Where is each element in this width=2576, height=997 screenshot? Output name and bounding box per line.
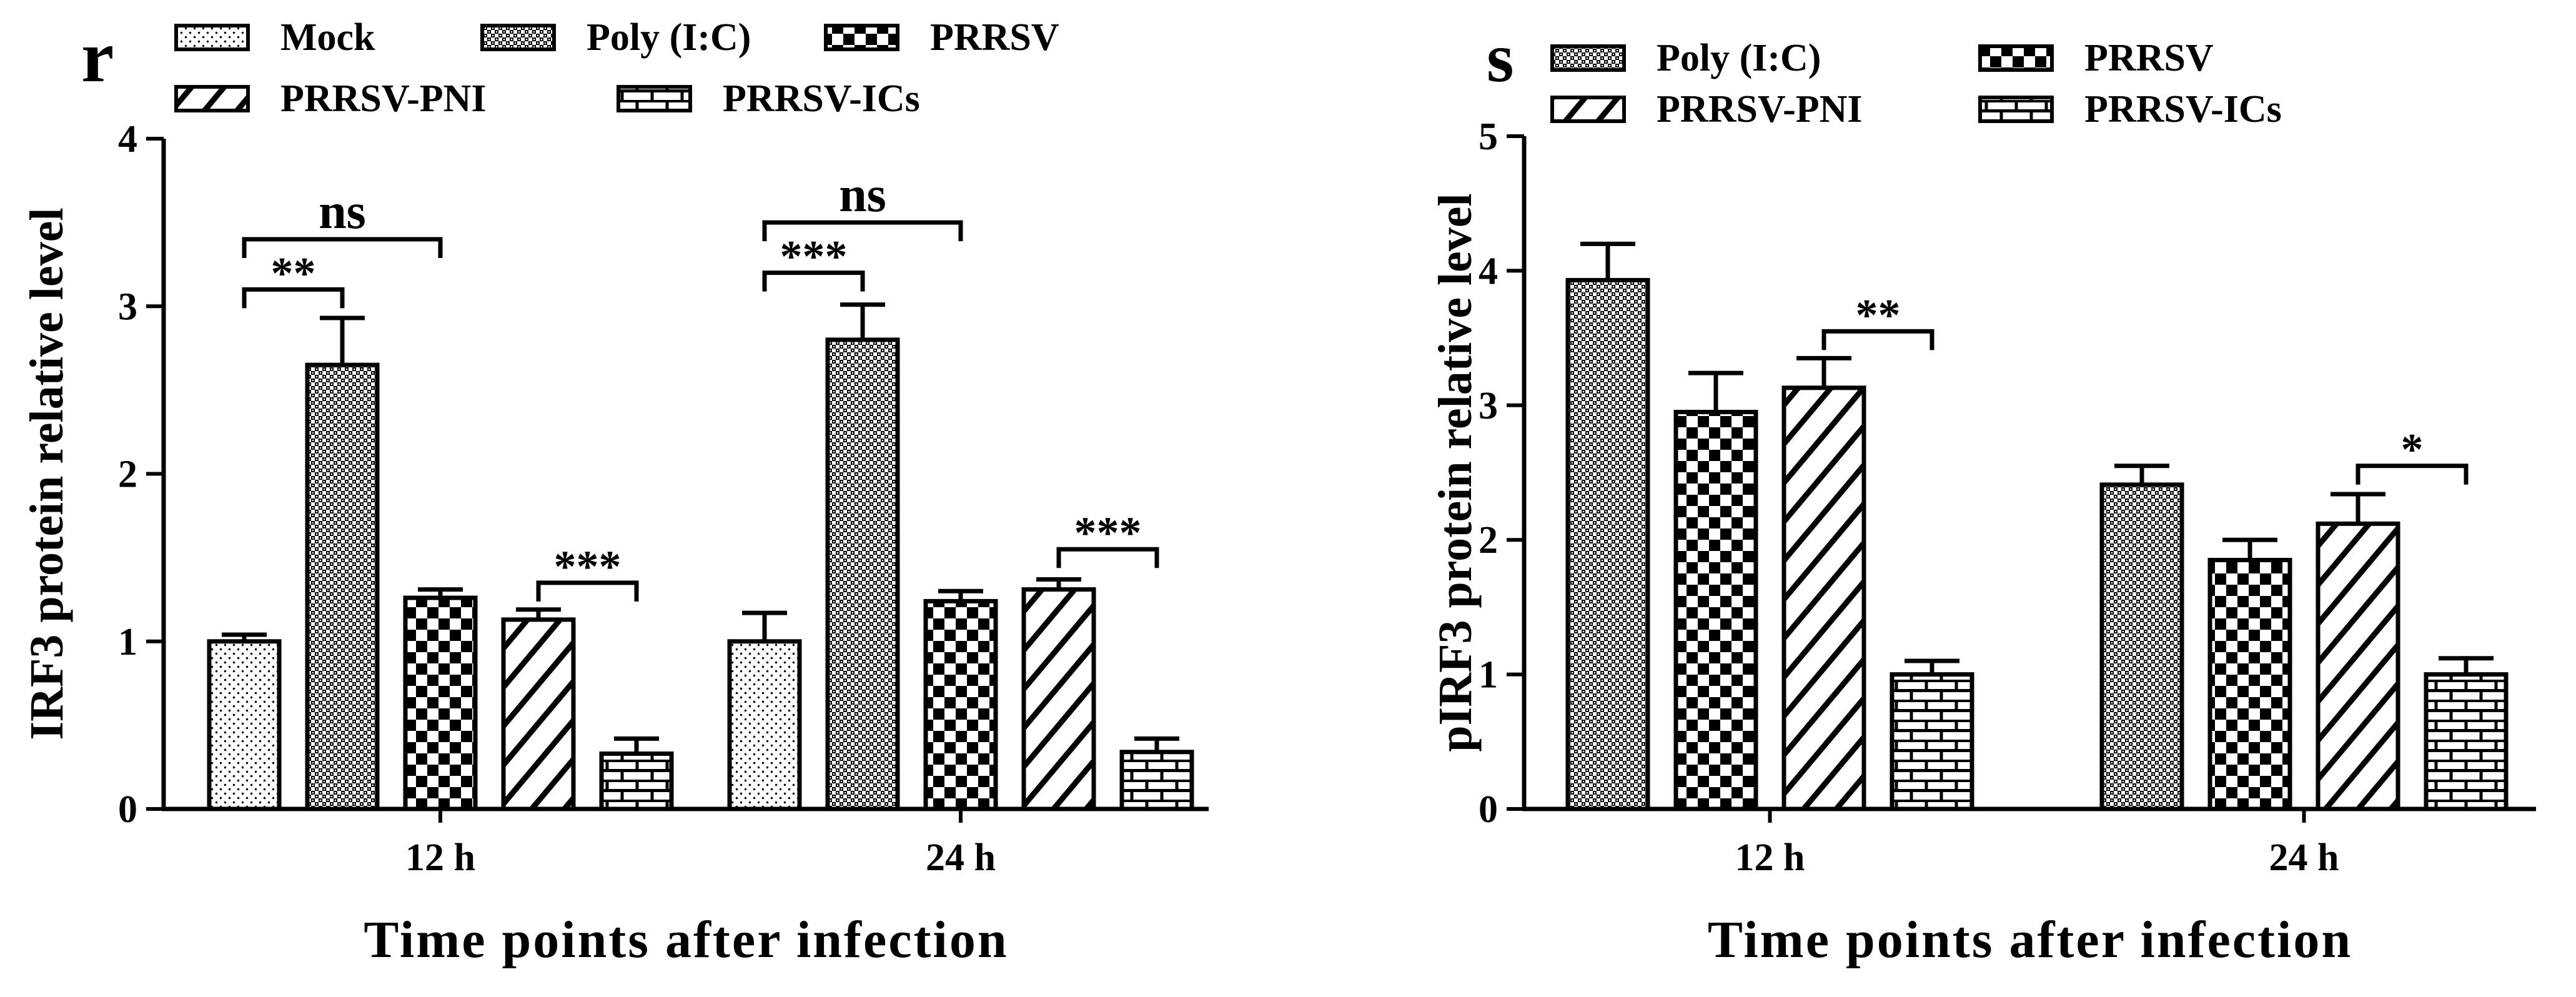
- bracket-line: [1821, 329, 1934, 350]
- significance-bracket: **: [242, 248, 345, 309]
- x-tick-label: 12 h: [1735, 836, 1805, 879]
- bar: [1890, 672, 1974, 811]
- legend-label: PRRSV-ICs: [723, 77, 920, 120]
- y-tick-label: 3: [1479, 385, 1498, 427]
- significance-bracket: ***: [1056, 508, 1159, 568]
- y-tick-label: 5: [1479, 116, 1498, 158]
- x-tick-label: 12 h: [405, 836, 475, 879]
- bar: [1565, 277, 1650, 811]
- y-tick-label: 1: [1479, 654, 1498, 697]
- bar: [2207, 558, 2292, 811]
- legend-item: PRRSV: [1978, 37, 2214, 79]
- legend-label: PRRSV-PNI: [280, 77, 487, 120]
- legend-swatch: [1978, 44, 2054, 72]
- legend-item: PRRSV-PNI: [1550, 88, 1863, 131]
- bracket-line: [536, 580, 639, 602]
- y-axis-label: IRF3 protein relative level: [21, 208, 73, 740]
- legend-swatch: [480, 24, 556, 51]
- legend-swatch: [1550, 44, 1626, 72]
- x-tick-label: 24 h: [926, 836, 996, 879]
- x-tick-label: 24 h: [2269, 836, 2339, 879]
- significance-label: **: [271, 248, 316, 298]
- bar: [2424, 672, 2509, 811]
- panel-label: r: [81, 16, 114, 97]
- legend-item: Mock: [174, 16, 375, 59]
- y-tick-label: 2: [118, 454, 137, 496]
- bar: [207, 639, 282, 811]
- bracket-line: [242, 237, 443, 258]
- y-tick-label: 0: [118, 788, 137, 831]
- legend-swatch: [824, 24, 899, 51]
- x-axis-label: Time points after infection: [364, 911, 1008, 969]
- y-tick-label: 4: [1479, 250, 1498, 292]
- legend-item: PRRSV: [824, 16, 1059, 59]
- bar: [1119, 750, 1194, 811]
- bar: [403, 595, 478, 811]
- legend-swatch: [174, 85, 250, 112]
- bar: [501, 617, 576, 811]
- bar: [305, 362, 380, 811]
- legend-label: Poly (I:C): [587, 16, 751, 59]
- significance-bracket: ns: [242, 184, 443, 258]
- bracket-line: [242, 287, 345, 309]
- legend-swatch: [617, 85, 692, 112]
- y-tick-label: 4: [118, 118, 137, 161]
- legend-label: PRRSV-ICs: [2084, 88, 2282, 131]
- y-tick-label: 2: [1479, 519, 1498, 562]
- panel-s: s Poly (I:C) PRRSV PRRSV-PNI PRRSV-ICs 0 1 2 3 4 5…: [1429, 19, 2536, 969]
- legend-label: PRRSV: [930, 16, 1059, 59]
- legend-item: Poly (I:C): [480, 16, 751, 59]
- significance-label: ***: [780, 232, 848, 282]
- bar: [1673, 410, 1758, 811]
- legend-label: PRRSV-PNI: [1657, 88, 1863, 131]
- significance-bracket: ns: [762, 167, 963, 242]
- bar: [825, 337, 900, 811]
- bar: [2099, 482, 2184, 811]
- y-tick-label: 1: [118, 621, 137, 663]
- bracket-line: [1056, 547, 1159, 568]
- bracket-line: [2356, 464, 2469, 485]
- legend-label: Mock: [280, 16, 375, 59]
- bracket-line: [762, 270, 865, 292]
- significance-label: ***: [1074, 508, 1142, 558]
- bar: [599, 751, 674, 811]
- bracket-line: [762, 220, 963, 242]
- legend-item: PRRSV-PNI: [174, 77, 487, 120]
- significance-bracket: **: [1821, 290, 1934, 350]
- legend-swatch: [1978, 96, 2054, 123]
- legend-swatch: [174, 24, 250, 51]
- panel-r: r Mock Poly (I:C) PRRSV PRRSV-PNI PRRSV-ICs 0 1…: [21, 16, 1209, 969]
- bar: [2316, 521, 2400, 811]
- significance-bracket: *: [2356, 425, 2469, 485]
- x-axis-label: Time points after infection: [1708, 911, 2352, 969]
- bar: [923, 598, 998, 811]
- significance-bracket: ***: [762, 232, 865, 292]
- significance-label: *: [2401, 425, 2424, 475]
- panel-label: s: [1487, 19, 1514, 97]
- legend-label: PRRSV: [2084, 37, 2214, 79]
- y-tick-label: 3: [118, 285, 137, 328]
- bar: [727, 639, 802, 811]
- significance-label: **: [1856, 290, 1901, 340]
- legend-item: Poly (I:C): [1550, 37, 1821, 79]
- significance-label: ns: [839, 167, 886, 222]
- significance-label: ns: [319, 184, 366, 239]
- significance-label: ***: [554, 542, 622, 592]
- legend-item: PRRSV-ICs: [617, 77, 920, 120]
- legend-item: PRRSV-ICs: [1978, 88, 2282, 131]
- legend-swatch: [1550, 96, 1626, 123]
- y-axis-label: pIRF3 protein relative level: [1429, 193, 1482, 751]
- significance-bracket: ***: [536, 542, 639, 602]
- bar: [1021, 587, 1096, 811]
- y-tick-label: 0: [1479, 788, 1498, 831]
- legend-label: Poly (I:C): [1657, 37, 1821, 79]
- bar: [1781, 385, 1866, 811]
